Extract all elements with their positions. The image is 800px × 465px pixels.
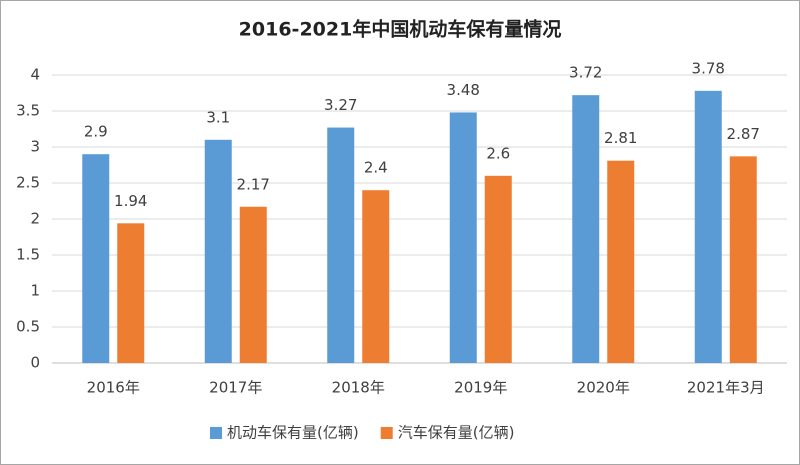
y-tick-label: 0.5 [16, 318, 40, 336]
bar [449, 112, 477, 363]
x-tick-label: 2018年 [332, 379, 385, 397]
legend-swatch [210, 427, 222, 439]
y-tick-label: 0 [30, 354, 40, 372]
chart-title: 2016-2021年中国机动车保有量情况 [239, 18, 562, 41]
y-tick-label: 4 [30, 66, 40, 84]
data-label: 2.81 [604, 129, 637, 147]
data-label: 3.72 [569, 64, 602, 82]
x-tick-label: 2021年3月 [687, 379, 765, 397]
data-label: 1.94 [114, 192, 147, 210]
y-tick-label: 2 [30, 210, 40, 228]
data-label: 2.4 [364, 159, 388, 177]
legend-label: 汽车保有量(亿辆) [398, 424, 515, 442]
bar [362, 190, 390, 363]
bar [607, 160, 635, 363]
data-label: 3.78 [692, 59, 725, 77]
bar [239, 206, 267, 363]
data-label: 2.9 [84, 123, 108, 141]
y-tick-label: 1 [30, 282, 40, 300]
data-label: 3.27 [324, 96, 357, 114]
bar [82, 154, 110, 363]
bar [117, 223, 145, 363]
legend-label: 机动车保有量(亿辆) [227, 424, 359, 442]
bar [204, 139, 232, 363]
x-tick-label: 2016年 [87, 379, 140, 397]
legend-swatch [380, 427, 393, 439]
data-label: 2.17 [237, 175, 270, 193]
x-tick-label: 2020年 [577, 379, 630, 397]
bar [484, 175, 512, 363]
data-label: 3.48 [447, 81, 480, 99]
bar [729, 156, 757, 363]
x-tick-label: 2017年 [209, 379, 262, 397]
x-tick-label: 2019年 [454, 379, 507, 397]
bar [327, 127, 355, 363]
data-label: 2.6 [486, 144, 510, 162]
y-tick-label: 3.5 [16, 102, 40, 120]
bar [572, 95, 600, 363]
y-tick-label: 1.5 [16, 246, 40, 264]
y-tick-label: 3 [30, 138, 40, 156]
y-tick-label: 2.5 [16, 174, 40, 192]
data-label: 3.1 [206, 108, 230, 126]
data-label: 2.87 [727, 125, 760, 143]
bar [694, 90, 722, 363]
